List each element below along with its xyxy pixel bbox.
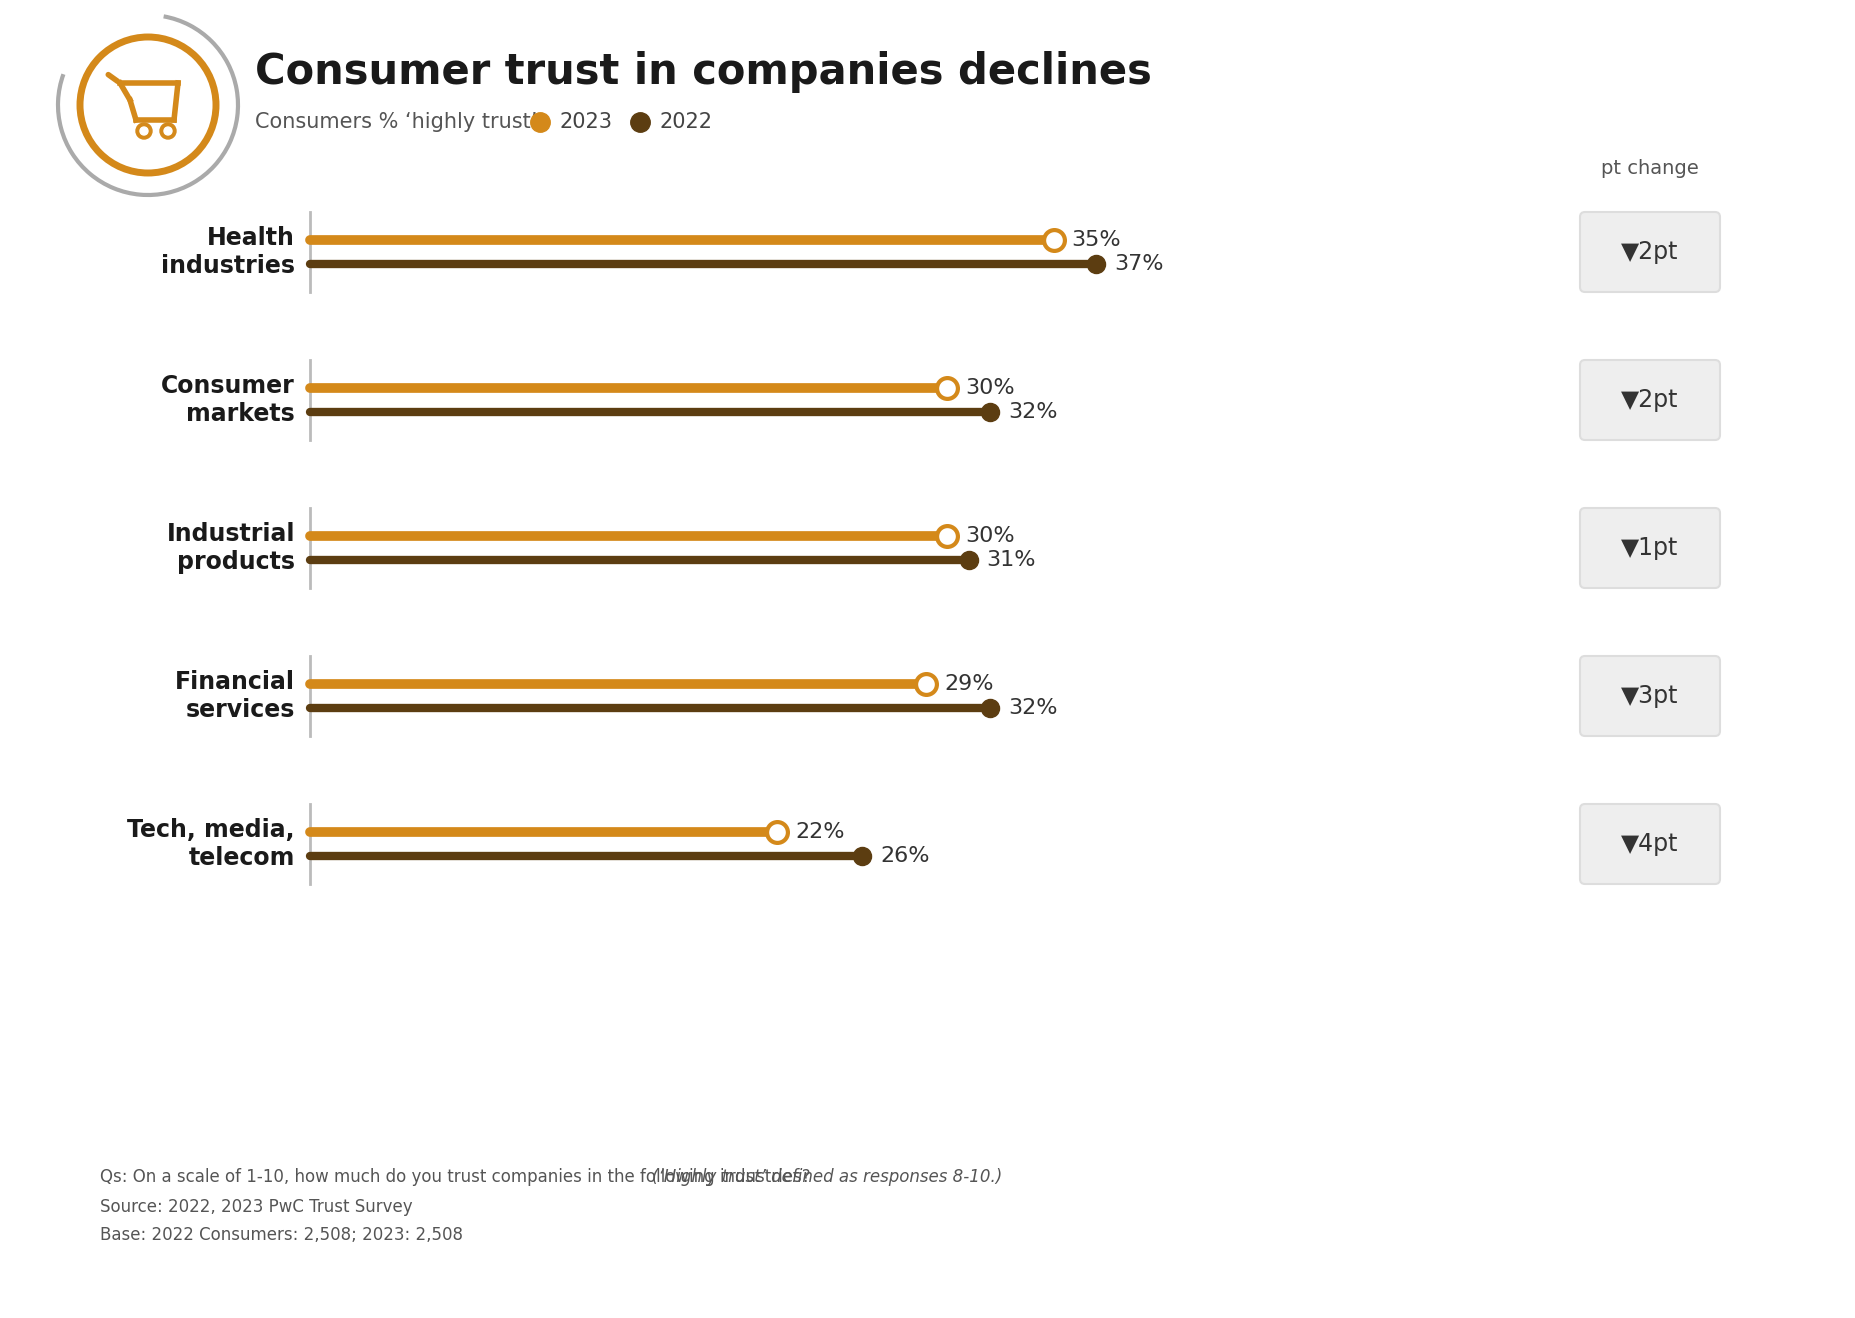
Text: ▼3pt: ▼3pt <box>1621 684 1677 708</box>
Text: Qs: On a scale of 1-10, how much do you trust companies in the following industr: Qs: On a scale of 1-10, how much do you … <box>100 1168 816 1186</box>
Text: Consumer
markets: Consumer markets <box>161 374 295 426</box>
Text: 22%: 22% <box>796 822 844 842</box>
Text: ▼2pt: ▼2pt <box>1621 387 1677 413</box>
Text: pt change: pt change <box>1601 158 1697 178</box>
Text: 30%: 30% <box>965 526 1015 546</box>
FancyBboxPatch shape <box>1579 212 1720 293</box>
Circle shape <box>135 123 152 138</box>
FancyBboxPatch shape <box>1579 360 1720 440</box>
Text: ▼4pt: ▼4pt <box>1621 832 1677 855</box>
FancyBboxPatch shape <box>1579 656 1720 735</box>
Text: 32%: 32% <box>1007 699 1057 718</box>
Circle shape <box>139 127 148 134</box>
Text: ▼2pt: ▼2pt <box>1621 240 1677 264</box>
Text: 32%: 32% <box>1007 402 1057 422</box>
Text: ▼1pt: ▼1pt <box>1621 536 1677 560</box>
Text: Source: 2022, 2023 PwC Trust Survey: Source: 2022, 2023 PwC Trust Survey <box>100 1198 412 1217</box>
Text: Tech, media,
telecom: Tech, media, telecom <box>128 818 295 870</box>
Text: Financial
services: Financial services <box>174 670 295 722</box>
FancyBboxPatch shape <box>1579 507 1720 588</box>
Text: 26%: 26% <box>879 846 929 866</box>
Text: Consumer trust in companies declines: Consumer trust in companies declines <box>254 51 1152 94</box>
FancyBboxPatch shape <box>1579 804 1720 884</box>
Text: Consumers % ‘highly trust’: Consumers % ‘highly trust’ <box>254 112 538 132</box>
Text: Base: 2022 Consumers: 2,508; 2023: 2,508: Base: 2022 Consumers: 2,508; 2023: 2,508 <box>100 1226 462 1244</box>
Circle shape <box>160 123 176 138</box>
Text: 2022: 2022 <box>660 112 712 132</box>
Text: 30%: 30% <box>965 378 1015 398</box>
Text: 29%: 29% <box>944 673 992 695</box>
Text: 2023: 2023 <box>560 112 612 132</box>
Text: 35%: 35% <box>1070 231 1120 250</box>
Circle shape <box>163 127 173 134</box>
Text: (‘Highly trust’ defined as responses 8-10.): (‘Highly trust’ defined as responses 8-1… <box>653 1168 1002 1186</box>
Text: 37%: 37% <box>1113 254 1163 274</box>
Text: Industrial
products: Industrial products <box>167 522 295 573</box>
Text: Health
industries: Health industries <box>161 227 295 278</box>
Text: 31%: 31% <box>987 550 1035 569</box>
